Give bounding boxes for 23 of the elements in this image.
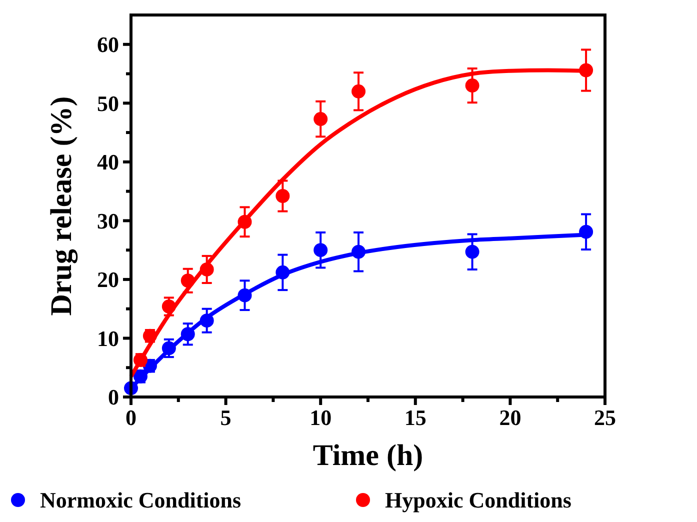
x-tick-label: 0: [126, 405, 136, 430]
y-tick-label: 20: [97, 267, 119, 292]
point: [465, 78, 480, 93]
point: [465, 244, 480, 259]
y-tick-label: 60: [97, 32, 119, 58]
y-tick-label: 30: [97, 208, 119, 234]
x-tick-label: 20: [499, 405, 522, 430]
y-tick-label: 40: [97, 150, 119, 175]
point: [352, 84, 366, 98]
x-tick-label: 25: [594, 405, 616, 430]
x-tick-label: 10: [310, 405, 332, 430]
legend-label: Hypoxic Conditions: [385, 488, 572, 513]
x-axis-title: Time (h): [312, 439, 424, 472]
x-tick-label: 5: [220, 405, 232, 430]
y-tick-label: 50: [97, 90, 119, 116]
y-axis-title: Drug release (%): [45, 96, 78, 316]
y-tick-label: 0: [108, 384, 119, 410]
point: [314, 112, 328, 126]
point: [314, 243, 328, 258]
legend-label: Normoxic Conditions: [40, 488, 242, 513]
x-tick-label: 15: [404, 405, 426, 430]
y-tick-label: 10: [97, 326, 119, 351]
point: [276, 189, 290, 204]
